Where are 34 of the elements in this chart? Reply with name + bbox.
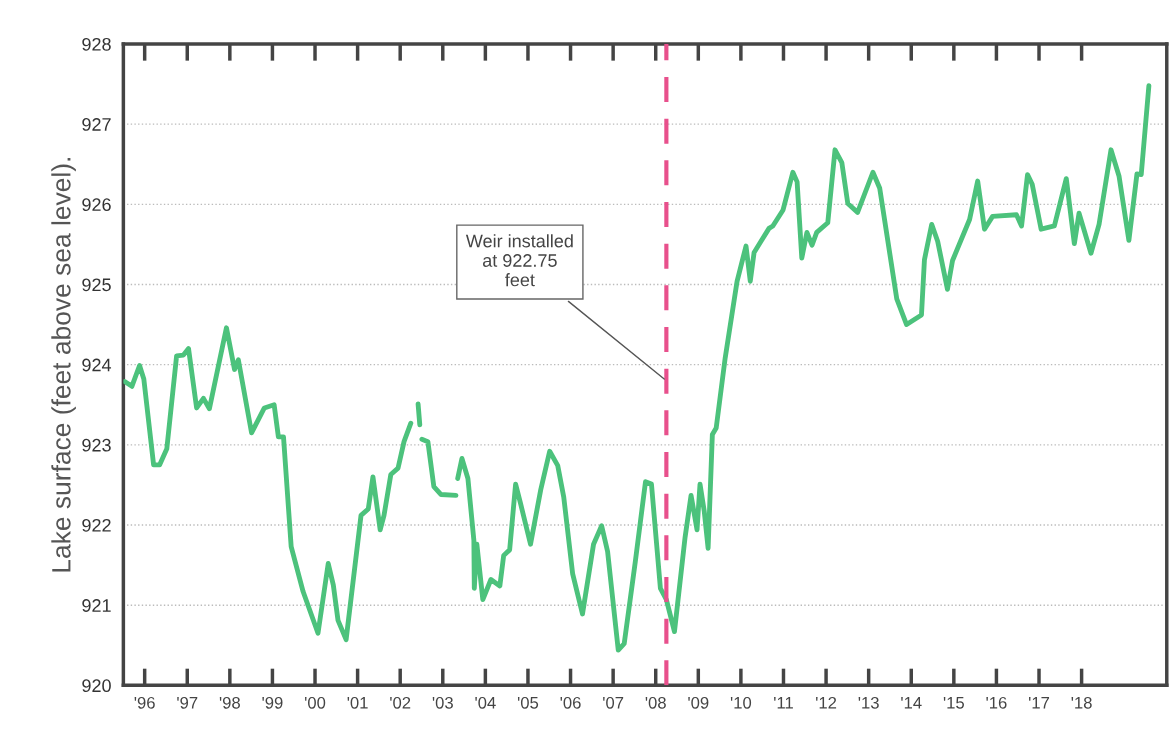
x-tick-label: '02 [390, 696, 411, 709]
x-tick-label: '01 [347, 696, 368, 709]
y-tick-label: 921 [82, 599, 111, 612]
x-tick-label: '09 [688, 696, 709, 709]
x-tick-label: '10 [730, 696, 752, 709]
x-tick-label: '17 [1029, 697, 1050, 709]
y-tick-label: 927 [82, 118, 111, 131]
x-tick-label: '05 [517, 696, 539, 709]
x-tick-label: '11 [774, 697, 793, 709]
x-tick-label: '14 [901, 697, 922, 709]
x-tick-label: '12 [816, 696, 837, 709]
x-tick-label: '08 [645, 696, 666, 709]
x-tick-label: '99 [262, 696, 283, 709]
y-tick-label: 920 [82, 679, 111, 693]
y-tick-label: 924 [82, 358, 112, 372]
x-tick-label: '97 [177, 696, 198, 709]
y-tick-label: 923 [82, 438, 111, 452]
x-tick-label: '07 [603, 696, 624, 709]
x-tick-label: '98 [219, 696, 240, 709]
annotation: Weir installed at 922.75 feet [465, 234, 573, 287]
x-tick-label: '18 [1071, 696, 1092, 709]
y-tick-label: 928 [82, 37, 111, 51]
x-tick-label: '13 [858, 696, 879, 709]
y-tick-label: 925 [82, 278, 111, 292]
y-axis-title: Lake surface (feet above sea level). [51, 158, 76, 572]
y-tick-label: 922 [82, 518, 111, 532]
x-tick-label: '16 [986, 696, 1007, 709]
x-tick-label: '03 [432, 696, 453, 709]
x-tick-label: '06 [560, 696, 581, 709]
x-tick-label: '96 [134, 696, 155, 709]
x-tick-label: '00 [305, 696, 326, 709]
y-tick-label: 926 [82, 198, 111, 212]
x-tick-label: '15 [943, 697, 964, 709]
x-tick-label: '04 [475, 696, 496, 709]
